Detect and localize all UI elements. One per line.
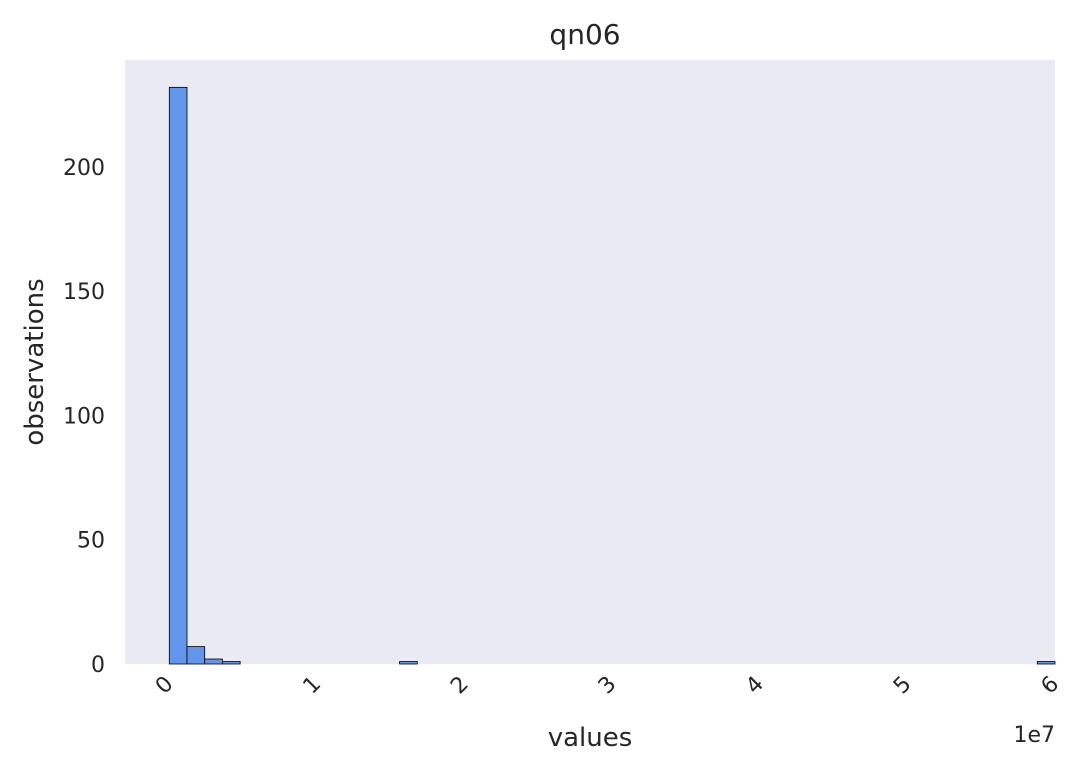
x-tick-label: 0	[151, 672, 179, 700]
histogram-bar	[186, 646, 206, 665]
x-tick-label: 4	[741, 672, 769, 700]
x-tick-labels: 0 1 2 3 4 5 6	[151, 672, 1064, 700]
y-tick-label: 0	[91, 653, 105, 678]
histogram-bar	[204, 658, 223, 665]
histogram-bar	[168, 86, 188, 665]
x-tick-label: 5	[889, 672, 917, 700]
histogram-bar	[1036, 661, 1056, 665]
x-tick-label: 6	[1037, 672, 1065, 700]
y-tick-label: 50	[77, 529, 105, 554]
histogram-bar	[222, 661, 241, 665]
x-tick-label: 2	[446, 672, 474, 700]
plot-area	[125, 60, 1055, 664]
y-tick-label: 100	[63, 404, 105, 429]
x-tick-label: 3	[594, 672, 622, 700]
x-scale-label: 1e7	[1013, 723, 1055, 748]
chart-title: qn06	[549, 18, 620, 51]
y-tick-labels: 0 50 100 150 200	[63, 156, 105, 678]
y-axis-label: observations	[20, 278, 50, 445]
x-tick-label: 1	[299, 672, 327, 700]
y-tick-label: 200	[63, 156, 105, 181]
y-tick-label: 150	[63, 280, 105, 305]
x-axis-label: values	[548, 723, 633, 753]
histogram-bar	[399, 661, 418, 665]
bars-group	[168, 86, 1056, 665]
